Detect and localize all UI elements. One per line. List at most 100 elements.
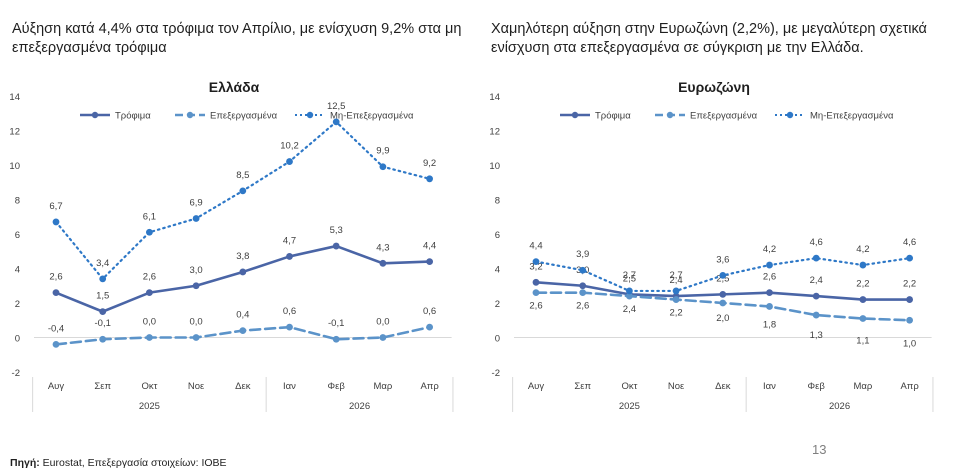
data-point <box>719 272 727 279</box>
data-point <box>52 289 60 297</box>
source-text: Eurostat, Επεξεργασία στοιχείων: ΙΟΒΕ <box>39 457 227 469</box>
data-label: 10,2 <box>280 141 299 152</box>
y-tick-label: 14 <box>489 92 500 103</box>
eurozone-food-inflation-chart: Ευρωζώνη -2 0 2 4 6 8 10 12 14 Τρόφιμα Επεξεργασμέν… <box>489 79 934 412</box>
data-point <box>239 268 247 276</box>
data-label: 2,7 <box>669 270 682 281</box>
legend-label-2: Επεξεργασμένα <box>210 111 278 122</box>
data-label: 1,8 <box>763 319 776 330</box>
data-point <box>859 261 867 269</box>
x-tick-label: Νοε <box>668 381 685 392</box>
data-label: 4,3 <box>376 242 389 253</box>
y-tick-label: 12 <box>489 127 500 138</box>
data-label: 2,4 <box>810 275 823 286</box>
data-label: -0,1 <box>95 318 111 329</box>
y-tick-label: -2 <box>12 368 20 379</box>
x-tick-label: Φεβ <box>808 381 826 392</box>
data-label: 0,6 <box>283 306 296 317</box>
y-tick-label: 12 <box>9 127 20 138</box>
x-tick-label: Αυγ <box>48 381 65 392</box>
greece-food-inflation-chart: Ελλάδα -2 0 2 4 6 8 10 12 14 Τρόφιμα Επεξεργασμένα Μ… <box>9 79 454 412</box>
legend-label-2: Επεξεργασμένα <box>690 111 758 122</box>
data-label: 3,4 <box>96 258 109 269</box>
legend-marker-2 <box>186 111 194 119</box>
data-label: 2,4 <box>623 304 636 315</box>
data-label: 4,6 <box>903 237 916 248</box>
legend-marker-3 <box>786 111 794 119</box>
data-label: 1,0 <box>903 338 916 349</box>
data-point <box>426 258 433 265</box>
x-tick-label: Ιαν <box>763 381 776 392</box>
data-point <box>379 334 387 341</box>
data-point <box>812 311 820 319</box>
data-label: 4,2 <box>856 244 869 255</box>
data-label: 3,2 <box>529 261 542 272</box>
x-tick-label: Σεπ <box>94 381 111 392</box>
chart-title: Ελλάδα <box>209 79 260 95</box>
data-point <box>579 282 587 290</box>
x-tick-label: Οκτ <box>621 381 637 392</box>
x-tick-label: Δεκ <box>235 381 251 392</box>
data-label: 6,1 <box>143 211 156 222</box>
year-label: 2025 <box>139 401 160 412</box>
data-label: 2,6 <box>143 272 156 283</box>
y-tick-label: 8 <box>495 196 500 207</box>
year-label: 2025 <box>619 401 640 412</box>
data-label: 3,9 <box>576 249 589 260</box>
data-point <box>332 335 340 343</box>
data-point <box>766 289 773 297</box>
data-point <box>579 289 587 297</box>
data-label: 2,7 <box>623 270 636 281</box>
data-point <box>286 158 293 165</box>
y-tick-label: 4 <box>495 265 500 276</box>
x-tick-label: Νοε <box>188 381 205 392</box>
data-point <box>286 323 293 331</box>
data-label: 12,5 <box>327 101 346 112</box>
legend-marker-1 <box>91 111 99 119</box>
data-label: 0,0 <box>189 317 202 328</box>
data-label: 1,5 <box>96 291 109 302</box>
data-label: 6,9 <box>189 197 202 208</box>
y-tick-label: 2 <box>495 299 500 310</box>
data-label: 2,2 <box>903 279 916 290</box>
data-label: 4,4 <box>529 241 542 252</box>
data-label: 2,6 <box>576 301 589 312</box>
data-label: 0,4 <box>236 310 249 321</box>
year-label: 2026 <box>829 401 850 412</box>
legend-marker-3 <box>306 111 314 119</box>
right-chart-heading: Χαμηλότερη αύξηση στην Ευρωζώνη (2,2%), … <box>491 21 927 56</box>
data-label: 0,0 <box>143 317 156 328</box>
legend-label-3: Μη-Επεξεργασμένα <box>330 111 414 122</box>
data-label: 4,4 <box>423 241 436 252</box>
data-point <box>99 335 107 343</box>
x-tick-label: Απρ <box>420 381 439 392</box>
x-tick-label: Μαρ <box>853 381 872 392</box>
y-tick-label: 0 <box>495 334 500 345</box>
x-tick-label: Φεβ <box>328 381 346 392</box>
data-point <box>626 292 633 300</box>
data-point <box>239 187 247 195</box>
data-point <box>52 218 60 226</box>
data-point <box>332 118 340 126</box>
data-label: 2,2 <box>669 308 682 319</box>
y-tick-label: 8 <box>15 196 20 207</box>
data-point <box>812 292 820 300</box>
data-point <box>859 296 867 303</box>
data-label: 2,6 <box>49 272 62 283</box>
x-tick-label: Δεκ <box>715 381 731 392</box>
data-label: 2,6 <box>529 301 542 312</box>
x-tick-label: Σεπ <box>574 381 591 392</box>
data-label: -0,4 <box>48 323 64 334</box>
y-tick-label: 14 <box>9 92 20 103</box>
data-label: 2,2 <box>856 279 869 290</box>
data-label: 3,0 <box>189 265 202 276</box>
page-number: 13 <box>812 442 827 457</box>
legend-label-1: Τρόφιμα <box>595 111 631 122</box>
x-tick-label: Ιαν <box>283 381 296 392</box>
data-point <box>426 175 433 183</box>
data-label: 1,3 <box>810 330 823 341</box>
data-point <box>99 308 107 316</box>
y-tick-label: 10 <box>9 161 20 172</box>
data-label: 3,8 <box>236 251 249 262</box>
data-point <box>532 278 540 286</box>
